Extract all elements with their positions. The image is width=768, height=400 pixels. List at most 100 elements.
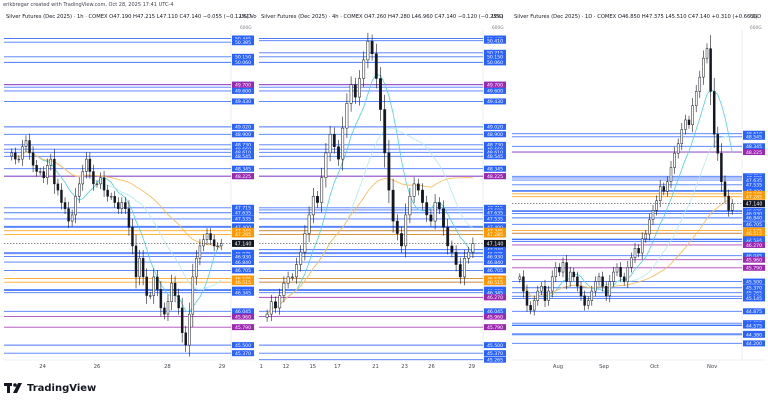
candle-body xyxy=(195,258,198,278)
tradingview-logo[interactable]: TradingView xyxy=(4,382,96,394)
price-tag-blue xyxy=(743,340,765,347)
price-tag-blue xyxy=(484,87,506,94)
price-tag-blue xyxy=(232,59,254,66)
price-label: 46.930 xyxy=(487,254,503,260)
ma-long-line xyxy=(266,177,473,315)
candle-body xyxy=(540,286,543,292)
price-tag-magenta xyxy=(232,313,254,320)
candle-body xyxy=(332,134,336,147)
time-tick-label: 26 xyxy=(428,364,435,370)
price-label: 46.270 xyxy=(487,295,503,301)
current-price-label: 47.140 xyxy=(235,241,252,247)
price-tag-blue xyxy=(743,308,765,315)
time-tick-label: 17 xyxy=(334,364,341,370)
candle-body xyxy=(274,301,277,309)
price-label: 49.600 xyxy=(235,89,251,95)
price-label: 45.960 xyxy=(746,257,762,263)
price-tag-blue xyxy=(484,149,506,156)
candle-body xyxy=(655,200,658,211)
chart-4h-plot[interactable]: 50.44550.41050.21550.15050.06049.70049.6… xyxy=(257,10,507,372)
price-label: 45.500 xyxy=(235,343,251,349)
price-label: 47.635 xyxy=(235,211,251,217)
candle-body xyxy=(337,146,340,160)
price-tag-magenta xyxy=(484,313,506,320)
chart-1d-currency: USD xyxy=(750,14,762,20)
price-tag-blue xyxy=(484,267,506,274)
candle-body xyxy=(658,186,662,202)
price-tag-blue xyxy=(232,131,254,138)
candle-body xyxy=(53,158,56,185)
price-tag-orange xyxy=(232,275,254,282)
candle-body xyxy=(21,146,24,160)
candle-body xyxy=(77,183,81,197)
chart-1d-title: Silver Futures (Dec 2025) · 1D · COMEX O… xyxy=(514,14,758,20)
price-tag-magenta xyxy=(484,324,506,331)
price-tag-blue xyxy=(484,356,506,363)
chart-panel-1h[interactable]: 50.44550.38550.15050.06049.70049.66049.6… xyxy=(2,10,263,372)
time-tick-label: Sep xyxy=(599,364,609,370)
candle-body xyxy=(95,183,99,185)
price-tag-orange xyxy=(232,227,254,234)
candle-body xyxy=(529,305,532,311)
price-tag-blue xyxy=(484,350,506,357)
candle-body xyxy=(604,286,608,297)
candle-body xyxy=(341,127,345,160)
chart-1h-plot[interactable]: 50.44550.38550.15050.06049.70049.66049.6… xyxy=(2,10,255,372)
price-tag-blue xyxy=(232,87,254,94)
candle-body xyxy=(67,208,70,222)
price-tag-orange xyxy=(743,230,765,237)
chart-1h-title: Silver Futures (Dec 2025) · 1h · COMEX O… xyxy=(6,14,263,20)
price-label: 48.730 xyxy=(487,143,503,149)
candle-body xyxy=(177,295,180,309)
candle-body xyxy=(70,214,74,222)
candle-body xyxy=(269,301,273,315)
candle-body xyxy=(63,202,67,209)
candle-body xyxy=(565,262,568,282)
candle-body xyxy=(730,203,734,211)
price-tag-blue xyxy=(484,224,506,231)
price-tag-orange xyxy=(232,231,254,238)
price-label: 47.635 xyxy=(487,211,503,217)
chart-panel-4h[interactable]: 50.44550.41050.21550.15050.06049.70049.6… xyxy=(257,10,507,372)
candle-body xyxy=(60,189,63,203)
current-price-label: 47.140 xyxy=(746,202,763,208)
price-tag-blue xyxy=(232,342,254,349)
candle-body xyxy=(590,290,594,301)
candle-body xyxy=(687,119,691,125)
chart-panel-1d[interactable]: 48.61048.54548.34548.22547.71547.68047.6… xyxy=(510,10,766,372)
price-tag-blue xyxy=(743,289,765,296)
candle-body xyxy=(307,214,311,234)
ma-fast-line xyxy=(11,151,222,313)
chart-1d-plot[interactable]: 48.61048.54548.34548.22547.71547.68047.6… xyxy=(510,10,766,372)
price-tag-blue xyxy=(232,215,254,222)
candle-body xyxy=(723,181,727,197)
candle-body xyxy=(698,76,702,92)
candle-body xyxy=(391,189,395,222)
price-label: 46.045 xyxy=(487,309,503,315)
price-label: 46.515 xyxy=(487,280,503,286)
candle-body xyxy=(572,271,576,278)
price-tag-blue xyxy=(743,331,765,338)
price-label: 48.545 xyxy=(487,154,503,160)
price-tag-blue xyxy=(484,141,506,148)
time-tick-label: 24 xyxy=(39,364,46,370)
price-tag-blue xyxy=(232,209,254,216)
candle-body xyxy=(383,109,387,154)
price-tag-blue xyxy=(743,238,765,245)
price-label: 46.930 xyxy=(746,211,762,217)
candle-body xyxy=(212,239,216,247)
price-tag-blue xyxy=(743,177,765,184)
tradingview-brand: TradingView xyxy=(27,382,97,394)
candle-body xyxy=(615,267,619,273)
price-label: 46.515 xyxy=(235,280,251,286)
time-tick-label: 29 xyxy=(468,364,475,370)
price-tag-blue xyxy=(232,224,254,231)
price-tag-blue xyxy=(743,322,765,329)
price-label: 46.045 xyxy=(746,253,762,259)
price-label: 48.225 xyxy=(235,174,251,180)
price-tag-blue xyxy=(232,350,254,357)
price-label: 49.700 xyxy=(487,83,503,89)
price-tag-blue xyxy=(232,39,254,46)
candle-body xyxy=(362,59,366,79)
candle-body xyxy=(219,243,223,247)
